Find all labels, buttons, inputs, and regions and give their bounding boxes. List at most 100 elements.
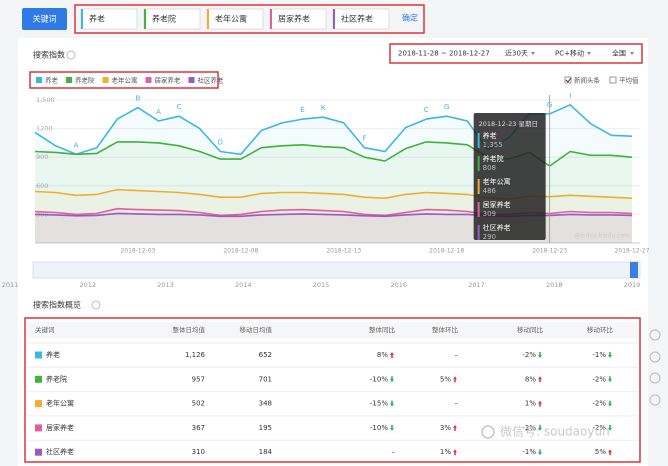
legend-swatch xyxy=(66,77,72,83)
tooltip-value: 486 xyxy=(483,187,497,195)
annotation: D xyxy=(218,138,223,146)
table-cell: -2% xyxy=(592,375,606,383)
tooltip-value: 808 xyxy=(483,164,496,172)
tooltip-swatch xyxy=(477,179,480,194)
tooltip-value: 1,355 xyxy=(483,141,503,149)
legend-label[interactable]: 老年公寓 xyxy=(112,76,138,85)
table-cell: -2% xyxy=(592,400,606,408)
tooltip-name: 养老 xyxy=(483,131,497,140)
x-tick-label: 2018-12-18 xyxy=(429,248,464,255)
timeline-year: 2011 xyxy=(2,281,19,289)
keyword-button[interactable] xyxy=(22,8,67,30)
filter-dropdown[interactable]: 全国 xyxy=(612,49,626,58)
legend-label[interactable]: 居家养老 xyxy=(155,76,182,85)
trend-down xyxy=(538,352,542,358)
tooltip-swatch xyxy=(477,202,480,217)
y-tick-label: 1200 xyxy=(36,125,53,133)
table-header: 移动同比 xyxy=(517,325,544,334)
annotation: C xyxy=(424,106,429,114)
table-cell: 502 xyxy=(192,400,205,408)
panel xyxy=(18,38,648,466)
table-header: 整体日均值 xyxy=(173,325,206,334)
trend-up xyxy=(538,376,542,383)
table-cell: 3% xyxy=(440,424,451,432)
legend-label[interactable]: 社区养老 xyxy=(198,76,225,85)
option-label[interactable]: 平均值 xyxy=(619,76,639,85)
x-tick-label: 2018-12-13 xyxy=(326,248,361,255)
keyword-text[interactable]: 社区养老 xyxy=(341,14,373,24)
timeline-selection[interactable] xyxy=(630,262,638,278)
dropdown-arrow xyxy=(630,52,634,55)
watermark: 微信号: soudaoyun xyxy=(500,425,610,439)
annotation: G xyxy=(444,103,449,111)
legend-swatch xyxy=(145,77,152,83)
table-header: 整体同比 xyxy=(369,325,396,334)
annotation: C xyxy=(177,103,182,111)
keyword-text[interactable]: 老年公寓 xyxy=(215,14,247,24)
sidebar-icon[interactable] xyxy=(649,351,661,363)
trend-up xyxy=(452,449,457,456)
checkbox[interactable] xyxy=(609,76,617,84)
table-header: 整体环比 xyxy=(432,325,459,334)
annotation: E xyxy=(300,106,304,114)
tooltip-box xyxy=(473,113,546,240)
row-swatch xyxy=(35,375,42,383)
row-swatch xyxy=(35,351,42,359)
wechat-icon xyxy=(481,425,495,439)
legend-label[interactable]: 养老院 xyxy=(75,76,95,85)
table-cell: 652 xyxy=(259,351,272,359)
table-cell: -1% xyxy=(522,448,536,456)
dropdown-arrow xyxy=(531,52,535,55)
table-cell: -2% xyxy=(592,424,606,432)
table-cell: -15% xyxy=(370,400,388,408)
checkbox[interactable] xyxy=(564,76,572,84)
trend-up xyxy=(538,400,542,407)
timeline-year: 2017 xyxy=(468,281,485,289)
table-cell: 1,126 xyxy=(185,351,206,359)
table-cell: 195 xyxy=(259,424,272,432)
timeline-year: 2014 xyxy=(235,281,252,289)
keyword-color xyxy=(144,9,146,29)
table-cell: 8% xyxy=(377,351,388,359)
keyword-text[interactable]: 居家养老 xyxy=(278,14,310,24)
keyword-text[interactable]: 养老院 xyxy=(152,14,176,24)
table-cell: -2% xyxy=(522,424,536,432)
tooltip-swatch xyxy=(477,156,480,171)
trend-down xyxy=(538,424,542,431)
x-tick-label: 2018-12-23 xyxy=(532,248,567,255)
date-range[interactable]: 2018-11-28 ~ 2018-12-27 xyxy=(398,50,490,58)
trend-up xyxy=(452,424,457,431)
confirm-link[interactable]: 确定 xyxy=(402,13,418,23)
x-tick-label: 2018-12-08 xyxy=(223,248,258,255)
table-cell: -10% xyxy=(370,375,388,383)
x-tick-label: 2018-12-03 xyxy=(120,248,155,255)
table-cell: 701 xyxy=(259,375,272,383)
filter-dropdown[interactable]: 近30天 xyxy=(505,49,528,58)
option-label[interactable]: 新闻头条 xyxy=(574,76,601,85)
legend-label[interactable]: 养老 xyxy=(45,76,59,85)
row-swatch xyxy=(35,448,42,456)
sidebar-icon[interactable] xyxy=(649,329,661,341)
timeline-year: 2012 xyxy=(79,281,96,289)
row-keyword: 养老 xyxy=(46,350,60,359)
tooltip-name: 居家养老 xyxy=(483,200,511,209)
legend-swatch xyxy=(36,77,42,83)
y-tick-label: 1,500 xyxy=(36,96,55,104)
keyword-button-label[interactable]: 关键词 xyxy=(33,14,57,24)
annotation: I xyxy=(569,92,571,100)
keyword-text[interactable]: 养老 xyxy=(89,14,105,24)
filter-dropdown[interactable]: PC+移动 xyxy=(555,49,584,58)
trend-up xyxy=(608,449,612,456)
checkmark xyxy=(565,77,572,83)
annotation: A xyxy=(156,108,161,116)
sidebar-icon[interactable] xyxy=(649,372,661,384)
keyword-color xyxy=(270,9,272,29)
highlight-box xyxy=(74,4,425,34)
table-cell: 1% xyxy=(440,448,451,456)
table-cell: -10% xyxy=(370,424,388,432)
timeline-year: 2016 xyxy=(390,281,407,289)
help-icon xyxy=(66,50,76,60)
y-tick-label: 600 xyxy=(36,182,48,190)
sidebar-icon[interactable] xyxy=(649,394,661,406)
table-cell: 1% xyxy=(525,400,536,408)
